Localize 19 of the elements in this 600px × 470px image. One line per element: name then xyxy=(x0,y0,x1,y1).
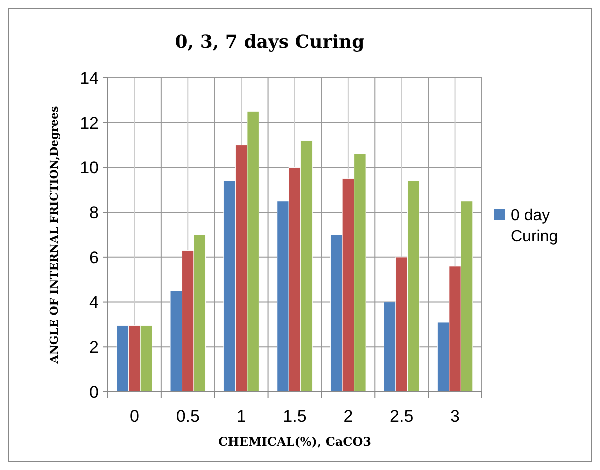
x-tick-label: 0.5 xyxy=(176,407,200,426)
y-tick-label: 0 xyxy=(90,382,99,402)
y-tick-label: 8 xyxy=(90,204,99,223)
y-axis-title: ANGLE OF INTERNAL FRICTION,Degrees xyxy=(48,106,61,365)
y-tick-label: 12 xyxy=(80,114,99,133)
x-tick-label: 1 xyxy=(236,407,246,426)
chart-title: 0, 3, 7 days Curing xyxy=(175,32,366,53)
x-tick-label: 1.5 xyxy=(283,407,307,426)
y-tick-label: 4 xyxy=(90,293,99,312)
legend-label: 0 day Curing xyxy=(511,208,558,246)
y-tick-label: 6 xyxy=(90,248,99,268)
y-tick-label: 10 xyxy=(80,158,99,178)
x-tick-label: 3 xyxy=(450,407,460,426)
x-axis-title: CHEMICAL(%), CaCO3 xyxy=(218,435,372,449)
x-tick-label: 0 xyxy=(130,407,140,426)
y-tick-label: 14 xyxy=(80,68,99,88)
x-tick-label: 2.5 xyxy=(390,407,414,426)
x-tick-label: 2 xyxy=(344,407,354,426)
y-tick-label: 2 xyxy=(90,338,99,358)
